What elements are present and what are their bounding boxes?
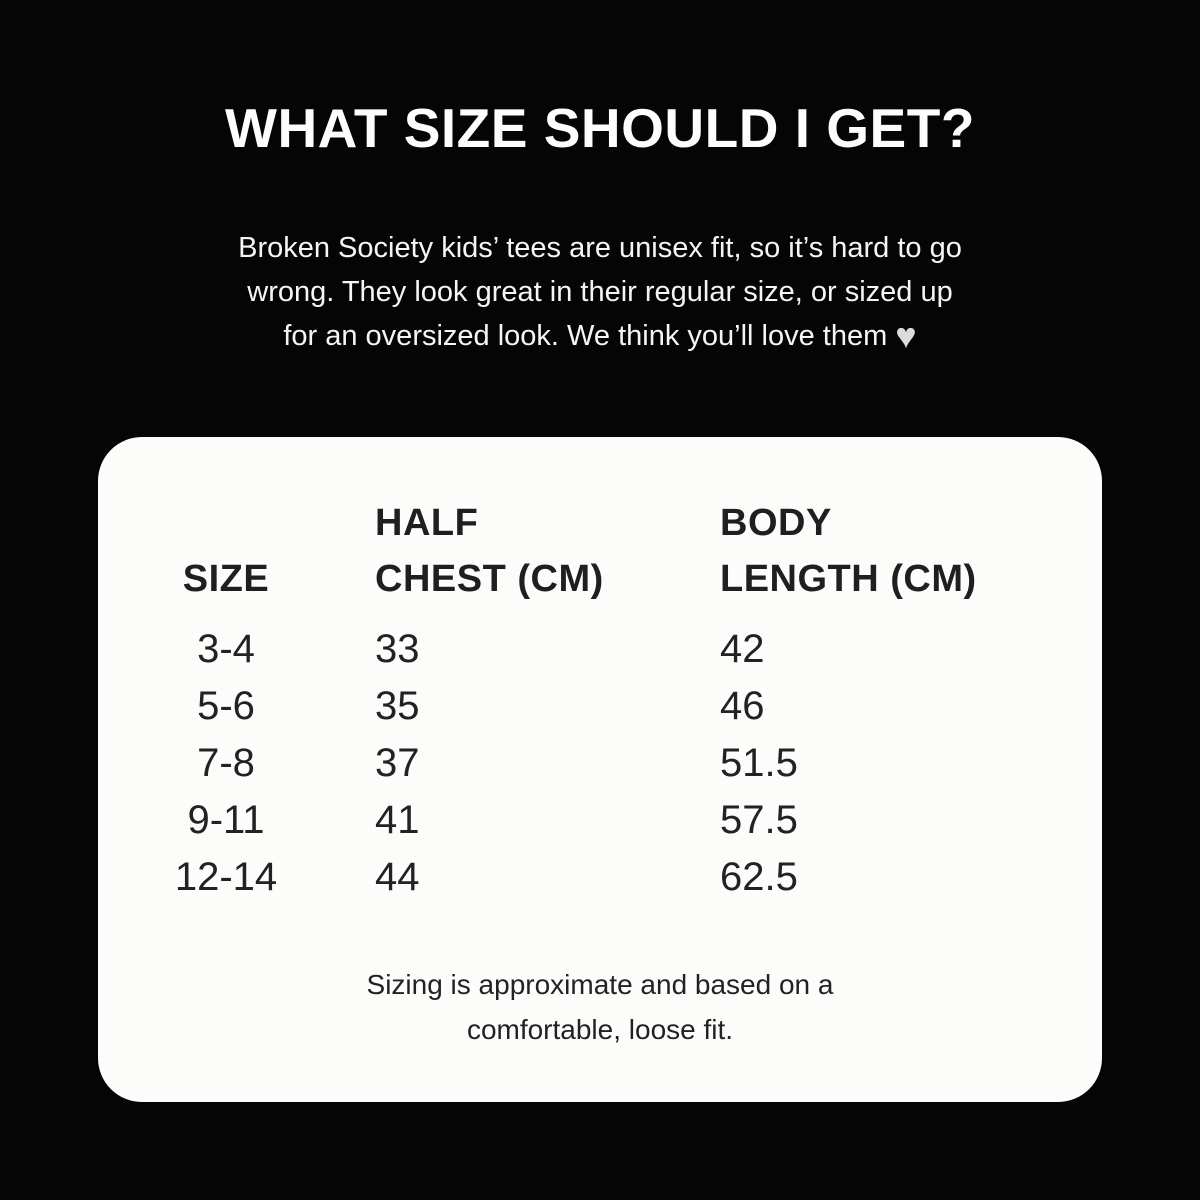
column-header-half-chest-line1: HALF — [375, 502, 479, 544]
footnote-line-2: comfortable, loose fit. — [466, 1014, 734, 1045]
column-header-body-length: BODY LENGTH (CM) — [720, 495, 1102, 607]
half-chest-cell: 33 — [375, 627, 420, 671]
table-row: 12-14 44 62.5 — [98, 849, 1102, 906]
table-row: 3-4 33 42 — [98, 621, 1102, 678]
body-length-cell: 51.5 — [720, 741, 798, 785]
column-header-half-chest: HALF CHEST (CM) — [375, 495, 671, 607]
footnote-line-1: Sizing is approximate and based on a — [366, 969, 834, 1000]
size-cell: 5-6 — [197, 684, 255, 728]
half-chest-cell: 41 — [375, 798, 420, 842]
white-heart-icon: ♥ — [895, 315, 917, 356]
sizing-footnote: Sizing is approximate and based on a com… — [98, 962, 1102, 1052]
table-row: 9-11 41 57.5 — [98, 792, 1102, 849]
intro-line-3: for an oversized look. We think you’ll l… — [0, 314, 1200, 358]
table-row: 7-8 37 51.5 — [98, 735, 1102, 792]
column-header-body-length-line1: BODY — [720, 502, 832, 544]
column-header-size: SIZE — [126, 495, 326, 607]
intro-line-2: wrong. They look great in their regular … — [247, 276, 953, 308]
intro-line-3-text: for an oversized look. We think you’ll l… — [283, 320, 888, 352]
size-chart-card: SIZE HALF CHEST (CM) BODY LENGTH (CM) 3-… — [98, 437, 1102, 1102]
column-header-size-line2: SIZE — [182, 558, 270, 600]
size-cell: 7-8 — [197, 741, 255, 785]
body-length-cell: 42 — [720, 627, 765, 671]
table-row: 5-6 35 46 — [98, 678, 1102, 735]
page-title: WHAT SIZE SHOULD I GET? — [225, 97, 975, 159]
column-header-half-chest-line2: CHEST (CM) — [375, 558, 604, 600]
half-chest-cell: 35 — [375, 684, 420, 728]
size-table-header: SIZE HALF CHEST (CM) BODY LENGTH (CM) — [98, 495, 1102, 607]
half-chest-cell: 44 — [375, 855, 420, 899]
intro-line-1: Broken Society kids’ tees are unisex fit… — [238, 232, 962, 264]
body-length-cell: 62.5 — [720, 855, 798, 899]
size-cell: 12-14 — [174, 855, 278, 899]
size-table-body: 3-4 33 42 5-6 35 46 7-8 37 51.5 9-11 41 … — [98, 621, 1102, 906]
column-header-body-length-line2: LENGTH (CM) — [720, 558, 977, 600]
intro-paragraph: Broken Society kids’ tees are unisex fit… — [0, 226, 1200, 358]
body-length-cell: 46 — [720, 684, 765, 728]
half-chest-cell: 37 — [375, 741, 420, 785]
size-cell: 3-4 — [197, 627, 255, 671]
size-cell: 9-11 — [187, 798, 265, 842]
body-length-cell: 57.5 — [720, 798, 798, 842]
